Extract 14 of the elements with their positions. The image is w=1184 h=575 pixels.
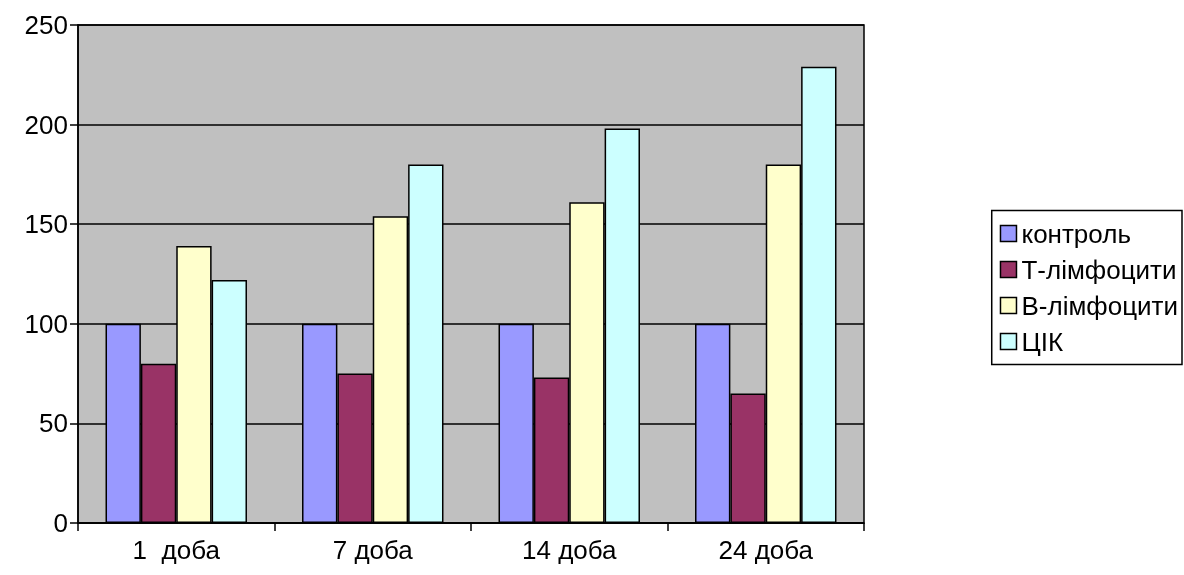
x-tick-label: 1 доба xyxy=(132,535,221,565)
x-tick-label: 14 доба xyxy=(521,535,618,565)
legend-label: В-лімфоцити xyxy=(1021,290,1179,321)
legend-label: ЦІК xyxy=(1021,326,1064,357)
x-tick-label: 7 доба xyxy=(332,535,414,565)
y-tick-label: 100 xyxy=(24,308,68,339)
legend-label: контроль xyxy=(1021,218,1131,249)
y-tick-label: 250 xyxy=(24,10,68,40)
y-tick-label: 50 xyxy=(39,408,68,439)
y-tick-label: 0 xyxy=(53,508,68,538)
x-tick-label: 24 доба xyxy=(718,535,814,565)
y-tick-label: 200 xyxy=(24,109,68,140)
legend-label: Т-лімфоцити xyxy=(1021,254,1177,285)
y-tick-label: 150 xyxy=(24,209,68,240)
